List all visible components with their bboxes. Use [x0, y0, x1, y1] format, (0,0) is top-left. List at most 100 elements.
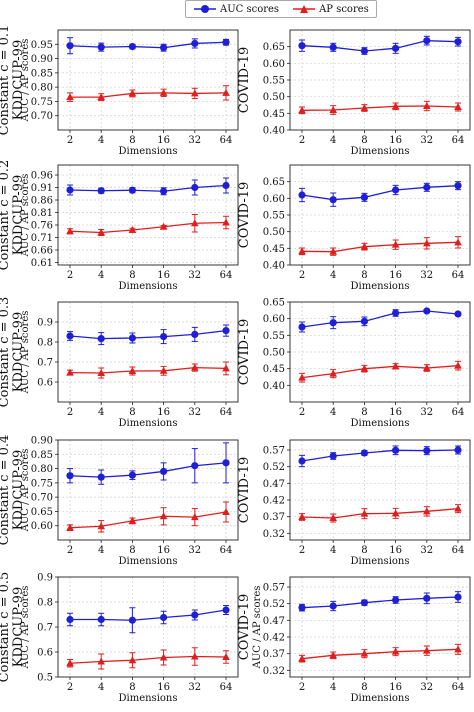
y-tick-label: 0.60 — [31, 521, 53, 532]
ap-point — [66, 659, 74, 667]
ap-point — [298, 373, 306, 381]
auc-point — [423, 183, 431, 191]
ap-point — [423, 102, 431, 109]
ap-point — [128, 656, 137, 664]
series-line — [301, 596, 459, 609]
auc-point — [329, 602, 337, 610]
auc-point — [298, 457, 306, 465]
series-line — [301, 365, 459, 379]
row-label: Constant c = 0.5 — [0, 572, 12, 683]
y-tick-label: 0.85 — [31, 450, 53, 461]
x-axis-label: Dimensions — [119, 693, 178, 704]
x-axis-label: Dimensions — [351, 146, 410, 157]
x-tick-label: 32 — [188, 407, 201, 418]
ap-point — [423, 646, 431, 654]
series-line — [301, 648, 459, 660]
auc-point — [66, 332, 74, 340]
y-tick-label: 0.80 — [31, 464, 53, 475]
row-label: Constant c = 0.4 — [0, 435, 12, 546]
y-axis-label: AUC / AP scores — [20, 174, 31, 258]
ap-point — [159, 88, 168, 96]
y-tick-label: 0.61 — [31, 258, 53, 269]
y-tick-label: 0.90 — [31, 54, 53, 65]
auc-point — [222, 606, 230, 614]
plot-frame — [57, 439, 239, 541]
ap-point — [128, 89, 137, 97]
y-tick-label: 0.86 — [31, 196, 53, 207]
chart-panel: 0.70 0.75 0.80 0.85 0.90 0.95 2 4 8 16 32 64 Dimensi… — [0, 25, 239, 157]
auc-point — [298, 191, 306, 199]
ap-point — [391, 647, 400, 655]
y-tick-label: 0.47 — [263, 616, 285, 627]
ap-point — [97, 228, 105, 236]
y-tick-label: 0.42 — [263, 633, 285, 644]
x-tick-label: 4 — [330, 270, 336, 281]
y-tick-label: 0.6 — [37, 648, 53, 659]
dataset-label: KDDCUP-99 — [11, 312, 26, 392]
auc-point — [222, 38, 230, 46]
row-label: Constant c = 0.3 — [0, 297, 12, 408]
auc-point — [222, 181, 230, 190]
ap-point — [360, 242, 369, 250]
x-tick-label: 2 — [67, 135, 73, 146]
ap-point — [298, 654, 306, 662]
x-tick-label: 16 — [157, 682, 170, 693]
dataset-label: COVID-19 — [237, 182, 252, 249]
auc-point — [128, 616, 136, 624]
x-tick-label: 8 — [129, 545, 135, 556]
y-axis-label: AUC / AP scores — [20, 586, 31, 670]
x-tick-label: 4 — [98, 135, 104, 146]
ap-point — [391, 509, 400, 517]
auc-point — [128, 471, 136, 479]
auc-point — [191, 330, 199, 338]
x-tick-label: 64 — [220, 135, 233, 146]
y-tick-label: 0.55 — [263, 331, 285, 342]
plot-frame — [289, 576, 471, 678]
row-label: Constant c = 0.2 — [0, 160, 12, 271]
chart-panel: 0.32 0.37 0.42 0.47 0.52 0.57 2 4 8 16 32 64 Dimensi… — [237, 439, 471, 567]
x-tick-label: 16 — [389, 135, 402, 146]
auc-point — [160, 187, 168, 195]
x-tick-label: 64 — [220, 270, 233, 281]
y-tick-label: 0.40 — [263, 381, 285, 392]
ap-point — [298, 106, 306, 114]
auc-point — [423, 37, 431, 45]
ap-point — [454, 504, 462, 512]
ap-point — [191, 513, 199, 521]
ap-point — [66, 368, 74, 376]
chart-panel: 0.5 0.6 0.7 0.8 0.9 2 4 8 16 32 64 Dimensions AUC / … — [0, 572, 239, 704]
x-tick-label: 16 — [157, 135, 170, 146]
dataset-label: COVID-19 — [237, 47, 252, 114]
chart-panel: 0.32 0.37 0.42 0.47 0.52 0.57 2 4 8 16 32 64 Dimensi… — [237, 576, 471, 704]
ap-point — [222, 508, 230, 515]
auc-point — [360, 47, 368, 55]
ap-point — [222, 653, 230, 660]
y-axis-label: AUC / AP scores — [20, 311, 31, 395]
auc-point — [66, 42, 74, 50]
series-line — [69, 511, 227, 529]
y-tick-label: 0.70 — [31, 111, 53, 122]
plot-frame — [289, 164, 471, 266]
series-line — [301, 40, 459, 52]
ap-point — [222, 88, 230, 96]
auc-point — [66, 186, 74, 194]
chart-panel: 0.60 0.65 0.70 0.75 0.80 0.85 0.90 2 4 8 16 32 64 Dim… — [0, 435, 239, 567]
ap-point — [360, 364, 369, 372]
ap-point — [222, 218, 230, 226]
y-tick-label: 0.55 — [263, 211, 285, 222]
auc-point — [360, 449, 368, 457]
ap-point — [423, 239, 431, 247]
auc-point — [454, 593, 462, 601]
auc-point — [160, 467, 168, 476]
legend-ap-label: AP scores — [319, 3, 369, 15]
y-tick-label: 0.45 — [263, 109, 285, 120]
auc-point — [160, 333, 168, 341]
plot-frame — [57, 164, 239, 266]
auc-point — [360, 599, 368, 607]
ap-point — [329, 514, 337, 521]
y-tick-label: 0.76 — [31, 221, 53, 232]
auc-point — [454, 446, 462, 454]
y-tick-label: 0.52 — [263, 462, 285, 473]
dataset-label: COVID-19 — [237, 457, 252, 524]
x-tick-label: 2 — [299, 270, 305, 281]
